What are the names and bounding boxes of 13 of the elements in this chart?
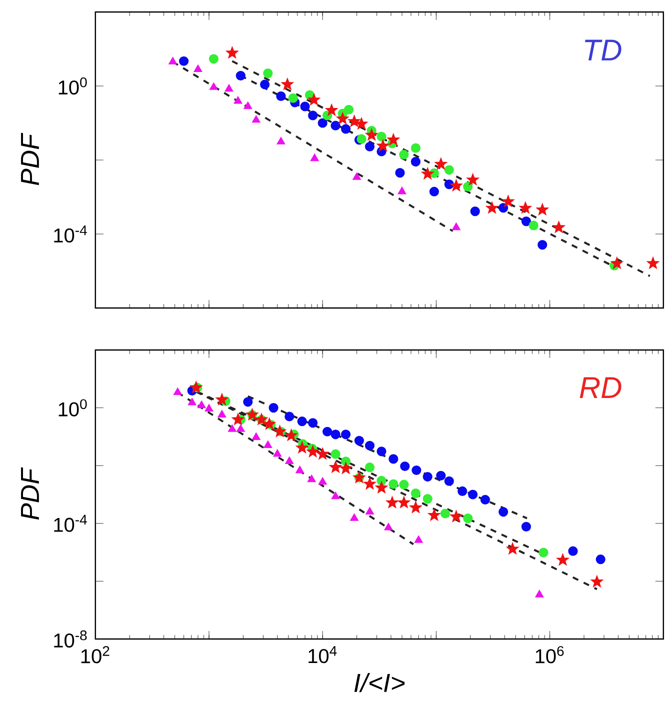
y-tick-label: 10$^{-8}$ bbox=[54, 630, 87, 648]
y-tick-label: 10$^{-4}$ bbox=[54, 514, 87, 532]
x-tick-label: 10$^{4}$ bbox=[308, 646, 337, 664]
y-axis-title: PDF bbox=[21, 467, 39, 520]
x-tick-label: 10$^{2}$ bbox=[81, 646, 110, 664]
y-axis-title: PDF bbox=[21, 132, 39, 186]
x-axis-title: I/<I> bbox=[354, 673, 405, 692]
y-tick-label: 10$^{0}$ bbox=[58, 77, 87, 95]
y-tick-label: 10$^{0}$ bbox=[58, 399, 87, 416]
x-tick-label: 10$^{6}$ bbox=[536, 646, 564, 664]
annotation: RD bbox=[580, 377, 622, 398]
annotation: TD bbox=[584, 40, 622, 60]
y-tick-label: 10$^{-4}$ bbox=[54, 225, 87, 243]
